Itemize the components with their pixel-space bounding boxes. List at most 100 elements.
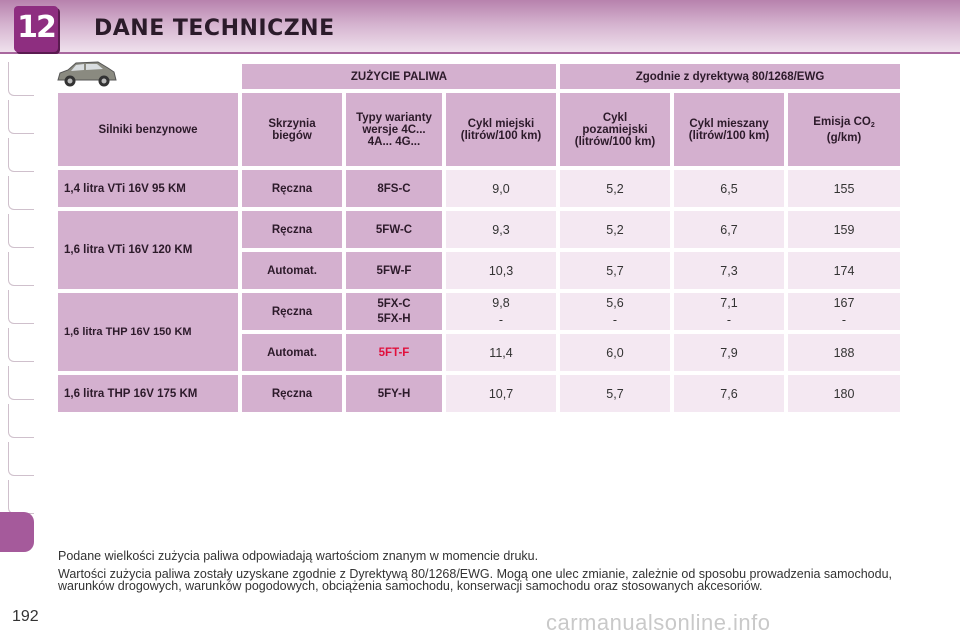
note-directive-values: Wartości zużycia paliwa zostały uzyskane…: [58, 567, 892, 593]
row-combined: 7,9: [674, 334, 784, 371]
table-row: 1,4 litra VTi 16V 95 KM Ręczna 8FS-C 9,0…: [58, 170, 901, 207]
chapter-tab[interactable]: [8, 252, 34, 286]
chapter-badge: [14, 6, 58, 52]
row-urban: 9,0: [446, 170, 556, 207]
row-co2-primary: 167: [833, 295, 855, 310]
chapter-tab[interactable]: [8, 176, 34, 210]
chapter-tab[interactable]: [8, 138, 34, 172]
col-header-urban: Cykl miejski (litrów/100 km): [446, 93, 556, 166]
row-urban-secondary: -: [498, 312, 504, 327]
row-combined-primary: 7,1: [720, 295, 738, 310]
col-header-gearbox: Skrzynia biegów: [242, 93, 342, 166]
header-divider: [0, 52, 960, 54]
row-gearbox: Automat.: [242, 252, 342, 289]
row-gearbox: Ręczna: [242, 293, 342, 330]
chapter-tab-strip: [0, 62, 34, 562]
row-variant-highlighted: 5FT-F: [346, 334, 442, 371]
table-spacer: [58, 64, 238, 89]
col-header-urban-unit: (litrów/100 km): [460, 129, 542, 142]
row-extra-urban: 5,2: [560, 211, 670, 248]
row-variant-primary: 5FX-C: [377, 297, 411, 310]
row-extra-urban: 6,0: [560, 334, 670, 371]
chapter-tab[interactable]: [8, 442, 34, 476]
row-extra-urban: 5,7: [560, 375, 670, 412]
row-variant-secondary: 5FX-H: [377, 312, 411, 325]
row-engine: 1,6 litra THP 16V 150 KM: [58, 293, 238, 371]
col-header-extra-label: Cykl pozamiejski: [582, 111, 648, 136]
car-icon: [57, 61, 117, 87]
col-header-variants: Typy warianty wersje 4C... 4A... 4G...: [346, 93, 442, 166]
col-header-engine: Silniki benzynowe: [58, 93, 238, 166]
table-row: 1,6 litra VTi 16V 120 KM Ręczna 5FW-C 9,…: [58, 211, 901, 289]
row-combined-secondary: -: [726, 312, 732, 327]
chapter-tab[interactable]: [8, 214, 34, 248]
header-band: [0, 0, 960, 54]
chapter-tab[interactable]: [8, 290, 34, 324]
row-co2: 159: [788, 211, 901, 248]
row-engine: 1,6 litra VTi 16V 120 KM: [58, 211, 238, 289]
row-variant: 5FW-C: [346, 211, 442, 248]
table-row: Automat. 5FW-F 10,3 5,7 7,3 174: [58, 252, 901, 289]
row-extra-urban: 5,7: [560, 252, 670, 289]
chapter-tab[interactable]: [8, 404, 34, 438]
row-gearbox: Ręczna: [242, 211, 342, 248]
row-urban: 10,7: [446, 375, 556, 412]
row-co2: 174: [788, 252, 901, 289]
chapter-tab[interactable]: [8, 480, 34, 514]
col-header-variants-label: Typy warianty wersje 4C... 4A... 4G...: [356, 111, 432, 148]
group-header-consumption: ZUŻYCIE PALIWA: [242, 64, 556, 89]
chapter-tab[interactable]: [8, 328, 34, 362]
row-combined: 7,6: [674, 375, 784, 412]
row-combined: 7,1 -: [674, 293, 784, 330]
col-header-combined: Cykl mieszany (litrów/100 km): [674, 93, 784, 166]
table-row: 1,6 litra THP 16V 175 KM Ręczna 5FY-H 10…: [58, 375, 901, 412]
col-header-extra-unit: (litrów/100 km): [574, 135, 656, 148]
col-header-urban-label: Cykl miejski: [467, 117, 535, 130]
row-co2: 188: [788, 334, 901, 371]
chapter-tab-active[interactable]: [0, 512, 34, 552]
row-variant: 5FX-C 5FX-H: [346, 293, 442, 330]
col-header-extra-urban: Cykl pozamiejski (litrów/100 km): [560, 93, 670, 166]
row-gearbox: Ręczna: [242, 375, 342, 412]
fuel-consumption-table: ZUŻYCIE PALIWA Zgodnie z dyrektywą 80/12…: [54, 60, 904, 416]
fuel-consumption-table-wrapper: ZUŻYCIE PALIWA Zgodnie z dyrektywą 80/12…: [58, 64, 904, 416]
row-co2: 180: [788, 375, 901, 412]
row-urban: 9,3: [446, 211, 556, 248]
row-engine: 1,4 litra VTi 16V 95 KM: [58, 170, 238, 207]
group-header-directive: Zgodnie z dyrektywą 80/1268/EWG: [560, 64, 901, 89]
row-urban: 11,4: [446, 334, 556, 371]
row-variant: 8FS-C: [346, 170, 442, 207]
row-urban: 10,3: [446, 252, 556, 289]
col-header-combined-label: Cykl mieszany: [689, 117, 769, 130]
note-print-values: Podane wielkości zużycia paliwa odpowiad…: [58, 549, 539, 563]
row-combined: 6,5: [674, 170, 784, 207]
row-combined: 7,3: [674, 252, 784, 289]
row-variant: 5FY-H: [346, 375, 442, 412]
row-gearbox: Ręczna: [242, 170, 342, 207]
row-co2: 155: [788, 170, 901, 207]
watermark: carmanualsonline.info: [546, 610, 771, 635]
col-header-combined-unit: (litrów/100 km): [688, 129, 770, 142]
row-gearbox: Automat.: [242, 334, 342, 371]
row-engine: 1,6 litra THP 16V 175 KM: [58, 375, 238, 412]
row-extra-urban: 5,2: [560, 170, 670, 207]
chapter-tab[interactable]: [8, 366, 34, 400]
row-variant: 5FW-F: [346, 252, 442, 289]
page-title: DANE TECHNICZNE: [94, 16, 335, 41]
row-urban-primary: 9,8: [492, 295, 510, 310]
page-number: 192: [12, 608, 39, 625]
col-header-co2-subscript: 2: [870, 121, 875, 129]
row-urban: 9,8 -: [446, 293, 556, 330]
col-header-co2-label: Emisja CO: [813, 115, 871, 128]
col-header-engine-label: Silniki benzynowe: [98, 123, 198, 136]
row-extra-secondary: -: [612, 312, 618, 327]
table-row: Automat. 5FT-F 11,4 6,0 7,9 188: [58, 334, 901, 371]
row-extra-primary: 5,6: [606, 295, 624, 310]
row-extra-urban: 5,6 -: [560, 293, 670, 330]
chapter-number: 12: [17, 10, 57, 45]
chapter-tab[interactable]: [8, 100, 34, 134]
col-header-gearbox-label: Skrzynia biegów: [268, 117, 316, 142]
row-combined: 6,7: [674, 211, 784, 248]
row-co2: 167 -: [788, 293, 901, 330]
chapter-tab[interactable]: [8, 62, 34, 96]
